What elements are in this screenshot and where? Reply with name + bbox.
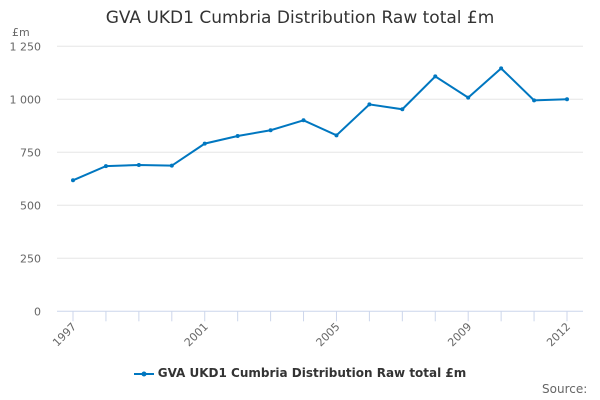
legend-item[interactable]: GVA UKD1 Cumbria Distribution Raw total … [0,366,600,380]
y-tick-label: 750 [20,146,41,159]
data-point [400,107,405,112]
chart-title: GVA UKD1 Cumbria Distribution Raw total … [105,8,495,28]
series-line [72,66,568,182]
y-tick-label: 250 [20,252,41,265]
data-point [433,74,438,79]
x-tick-label: 1997 [50,320,79,349]
data-point [565,97,569,102]
x-tick-label: 2009 [445,320,474,349]
data-point [367,102,372,107]
data-point [268,128,273,133]
y-tick-label: 0 [34,305,41,318]
data-point [499,66,504,71]
x-tick-label: 2012 [544,320,573,349]
plot-area: 0 250 500 750 1 000 1 250 1997 2001 2005 2009 2012 [10,40,583,349]
data-point [136,163,141,168]
y-axis-label: £m [12,26,30,39]
data-point [235,133,240,138]
y-tick-label: 1 000 [10,93,42,106]
legend-label: GVA UKD1 Cumbria Distribution Raw total … [157,366,467,380]
y-tick-label: 1 250 [10,40,42,53]
x-tick-label: 2005 [314,320,343,349]
data-point [532,98,537,103]
data-point [301,118,306,123]
y-tick-label: 500 [20,199,41,212]
data-point [169,163,174,168]
legend-line-icon [133,371,154,376]
data-point [466,95,471,100]
x-tick-label: 2001 [182,320,211,349]
data-point [334,133,339,138]
data-point [103,164,108,169]
data-point [202,141,207,146]
source-label: Source: [542,382,588,396]
data-point [71,178,75,183]
